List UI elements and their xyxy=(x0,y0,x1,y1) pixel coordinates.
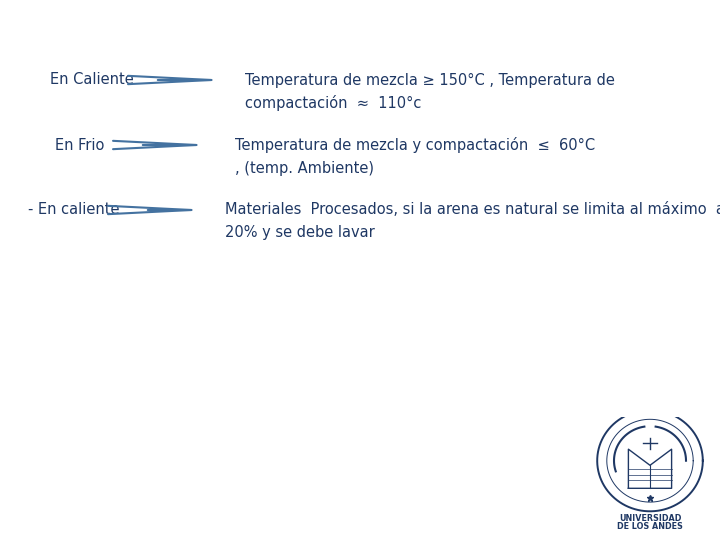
Text: compactación  ≈  110°c: compactación ≈ 110°c xyxy=(245,95,421,111)
Text: En Frio: En Frio xyxy=(55,138,104,152)
Text: En Caliente: En Caliente xyxy=(50,72,134,87)
Text: - En caliente: - En caliente xyxy=(28,202,120,218)
Text: Temperatura de mezcla ≥ 150°C , Temperatura de: Temperatura de mezcla ≥ 150°C , Temperat… xyxy=(245,72,615,87)
Text: Temperatura de mezcla y compactación  ≤  60°C: Temperatura de mezcla y compactación ≤ 6… xyxy=(235,137,595,153)
Text: Materiales  Procesados, si la arena es natural se limita al máximo  al: Materiales Procesados, si la arena es na… xyxy=(225,202,720,218)
Text: DE LOS ANDES: DE LOS ANDES xyxy=(617,522,683,531)
Text: , (temp. Ambiente): , (temp. Ambiente) xyxy=(235,160,374,176)
Text: 20% y se debe lavar: 20% y se debe lavar xyxy=(225,226,374,240)
Text: UNIVERSIDAD: UNIVERSIDAD xyxy=(618,514,681,523)
